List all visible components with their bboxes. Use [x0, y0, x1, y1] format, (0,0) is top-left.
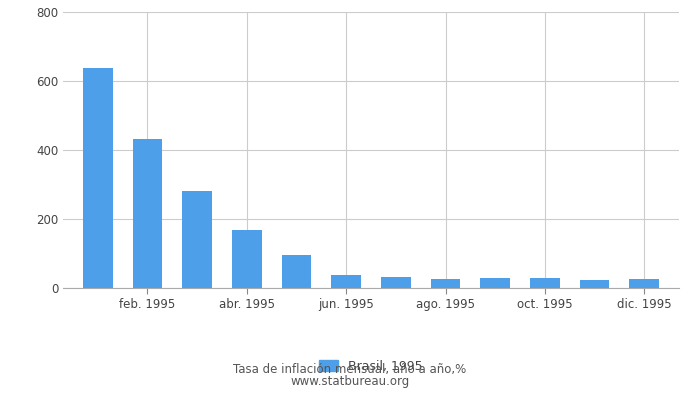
Text: Tasa de inflación mensual, año a año,%: Tasa de inflación mensual, año a año,%	[233, 364, 467, 376]
Bar	[480, 278, 510, 288]
Bar	[629, 279, 659, 288]
Bar	[381, 277, 411, 288]
Bar	[530, 278, 560, 288]
Bar	[281, 255, 312, 288]
Bar	[580, 280, 610, 288]
Bar	[331, 275, 361, 288]
Legend: Brasil, 1995: Brasil, 1995	[314, 355, 428, 378]
Bar	[232, 230, 262, 288]
Bar	[132, 139, 162, 288]
Text: www.statbureau.org: www.statbureau.org	[290, 376, 410, 388]
Bar	[430, 279, 461, 288]
Bar	[83, 68, 113, 288]
Bar	[182, 191, 212, 288]
